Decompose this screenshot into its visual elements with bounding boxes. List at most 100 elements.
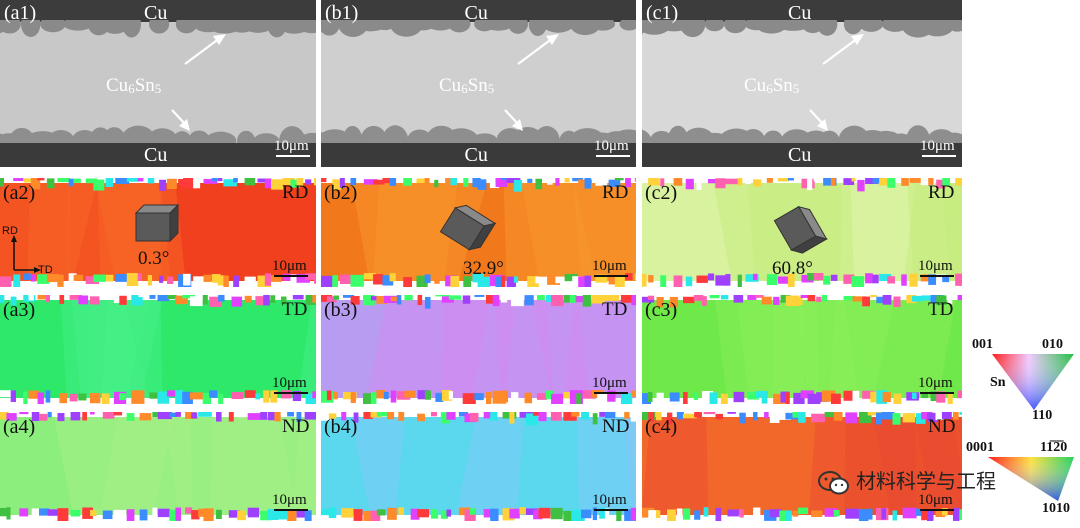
ebsd-panel-b2: (b2) RD 10μm 32.9° [321, 175, 636, 287]
axis-arrows-icon [11, 235, 41, 273]
scale-bar [594, 392, 628, 394]
direction-label: TD [928, 299, 954, 320]
direction-label: ND [282, 416, 310, 437]
cu-label-top: Cu [144, 2, 168, 24]
cu-label-top: Cu [788, 2, 812, 24]
sem-micrograph [321, 0, 636, 167]
phase-sub-6: 6 [766, 81, 773, 96]
phase-sub-5: 5 [487, 81, 495, 96]
phase-sub-5: 5 [792, 81, 800, 96]
ebsd-panel-c2: (c2) RD 10μm 60.8° [642, 175, 962, 287]
hex-legend-0001: 0001 [966, 440, 994, 455]
misorientation-angle: 32.9° [463, 258, 504, 279]
watermark-text: 材料科学与工程 [856, 469, 996, 493]
sn-legend-001: 001 [972, 337, 993, 352]
phase-sub-6: 6 [128, 81, 135, 96]
panel-label: (b2) [324, 182, 358, 204]
scale-bar [920, 392, 954, 394]
panel-label: (c2) [645, 182, 678, 204]
scale-bar [276, 155, 310, 157]
phase-sn: Sn [772, 75, 793, 96]
sem-panel-a1: (a1) Cu Cu Cu6Sn5 10μm [0, 0, 316, 167]
ebsd-orientation-map [0, 175, 316, 287]
phase-label-cu6sn5: Cu6Sn5 [744, 76, 799, 95]
ebsd-orientation-map [642, 292, 962, 404]
unit-cell-cube-icon [773, 205, 828, 254]
direction-label: ND [602, 416, 630, 437]
scale-bar-label: 10μm [918, 375, 953, 391]
scale-bar [274, 392, 308, 394]
direction-label: RD [282, 182, 309, 203]
hex-legend-11-20: 11̅2̅0 [1040, 440, 1068, 455]
scale-bar-label: 10μm [272, 258, 307, 274]
ebsd-panel-b3: (b3) TD 10μm [321, 292, 636, 404]
hex-ipf-legend [988, 457, 1074, 501]
axis-label-td: TD [38, 264, 53, 276]
scale-bar-label: 10μm [920, 138, 955, 154]
wechat-logo-icon [818, 471, 849, 495]
scale-bar-label: 10μm [592, 492, 627, 508]
panel-label: (a1) [4, 2, 37, 24]
ebsd-orientation-map [321, 292, 636, 404]
misorientation-angle: 0.3° [138, 248, 170, 269]
phase-sub-6: 6 [461, 81, 468, 96]
ebsd-panel-a2: (a2) RD 10μm 0.3° [0, 175, 316, 287]
ebsd-orientation-map [642, 175, 962, 287]
phase-cu: Cu [744, 75, 767, 96]
cu-label-bottom: Cu [464, 144, 488, 166]
arrow-upper [822, 37, 859, 65]
cu-label-bottom: Cu [144, 144, 168, 166]
arrow-upper [184, 37, 221, 65]
panel-label: (a2) [3, 182, 36, 204]
panel-label: (c4) [645, 416, 678, 438]
ebsd-orientation-map [642, 409, 962, 521]
axis-label-rd: RD [2, 225, 18, 237]
hex-legend-10-10: 1010 [1042, 501, 1070, 516]
scale-bar-label: 10μm [594, 138, 629, 154]
direction-label: RD [602, 182, 629, 203]
sem-panel-b1: (b1) Cu Cu Cu6Sn5 10μm [321, 0, 636, 167]
direction-label: TD [282, 299, 308, 320]
scale-bar [920, 509, 954, 511]
phase-label-cu6sn5: Cu6Sn5 [439, 76, 494, 95]
ebsd-orientation-map [321, 175, 636, 287]
scale-bar [594, 509, 628, 511]
scale-bar [596, 155, 630, 157]
sem-micrograph [0, 0, 316, 167]
scale-bar-label: 10μm [918, 258, 953, 274]
scale-bar-label: 10μm [272, 375, 307, 391]
phase-sub-5: 5 [154, 81, 162, 96]
direction-label: RD [928, 182, 955, 203]
scale-bar-label: 10μm [274, 138, 309, 154]
sn-ipf-legend [992, 354, 1074, 410]
panel-label: (b3) [324, 299, 358, 321]
sn-legend-110: 110 [1032, 408, 1053, 423]
ebsd-orientation-map [0, 409, 316, 521]
ebsd-panel-b4: (b4) ND 10μm [321, 409, 636, 521]
scale-bar-label: 10μm [592, 258, 627, 274]
sn-legend-phase: Sn [990, 375, 1006, 390]
scale-bar [274, 509, 308, 511]
panel-label: (b1) [325, 2, 359, 24]
scale-bar-label: 10μm [272, 492, 307, 508]
panel-label: (a3) [3, 299, 36, 321]
arrow-upper [517, 37, 554, 65]
phase-cu: Cu [106, 75, 129, 96]
panel-label: (b4) [324, 416, 358, 438]
ebsd-orientation-map [321, 409, 636, 521]
scale-bar-label: 10μm [918, 492, 953, 508]
ebsd-panel-a4: (a4) ND 10μm [0, 409, 316, 521]
direction-label: TD [602, 299, 628, 320]
phase-cu: Cu [439, 75, 462, 96]
phase-label-cu6sn5: Cu6Sn5 [106, 76, 161, 95]
sem-panel-c1: (c1) Cu Cu Cu6Sn5 10μm [642, 0, 962, 167]
scale-bar [274, 275, 308, 277]
unit-cell-cube-icon [439, 204, 497, 251]
cu-label-bottom: Cu [788, 144, 812, 166]
ebsd-panel-a3: (a3) TD 10μm [0, 292, 316, 404]
sn-legend-010: 010 [1042, 337, 1063, 352]
unit-cell-cube-icon [134, 203, 180, 243]
scale-bar [922, 155, 956, 157]
scale-bar-label: 10μm [592, 375, 627, 391]
phase-sn: Sn [134, 75, 155, 96]
